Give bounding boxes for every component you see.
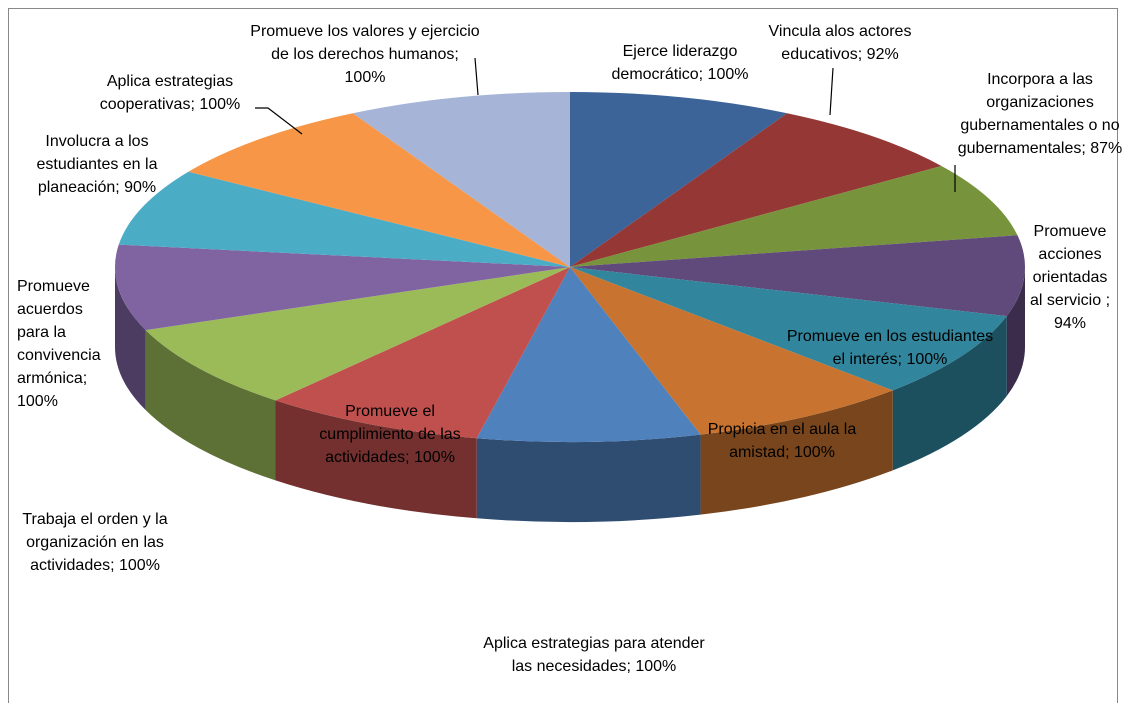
data-label: Promueve acuerdos para la convivencia ar… bbox=[17, 278, 101, 410]
slice bbox=[476, 267, 701, 442]
slice-side bbox=[145, 330, 276, 481]
slice bbox=[570, 92, 788, 267]
leader-line bbox=[255, 107, 303, 135]
data-label: Ejerce liderazgo democrático; 100% bbox=[611, 43, 749, 83]
leader-line bbox=[829, 67, 834, 116]
data-label: Promueve en los estudiantes el interés; … bbox=[786, 328, 994, 368]
leader-line bbox=[474, 57, 479, 96]
data-label: Promueve los valores y ejercicio de los … bbox=[250, 23, 480, 86]
sides bbox=[115, 267, 1025, 523]
slice bbox=[114, 244, 570, 331]
slice bbox=[570, 165, 1018, 267]
leader-lines bbox=[255, 57, 956, 192]
slice-side bbox=[1006, 267, 1025, 397]
data-label: Propicia en el aula la amistad; 100% bbox=[707, 421, 857, 461]
slice bbox=[118, 171, 571, 267]
data-label: Promueve acciones orientadas al servicio… bbox=[1029, 223, 1111, 332]
slice bbox=[275, 267, 570, 439]
slice-side bbox=[275, 400, 477, 519]
slice bbox=[570, 267, 1007, 391]
slice bbox=[188, 113, 570, 268]
slice-side bbox=[115, 267, 146, 411]
tops bbox=[114, 92, 1025, 442]
slice bbox=[352, 92, 570, 267]
slice bbox=[570, 235, 1025, 317]
slice-side bbox=[892, 316, 1007, 471]
data-label: Vincula alos actores educativos; 92% bbox=[768, 23, 912, 63]
slice-side bbox=[700, 390, 893, 515]
slice bbox=[570, 267, 893, 435]
data-label: Incorpora a las organizaciones gubername… bbox=[957, 71, 1123, 157]
data-label: Involucra a los estudiantes en la planea… bbox=[36, 133, 158, 196]
data-label: Aplica estrategias para atender las nece… bbox=[483, 635, 705, 675]
slice bbox=[145, 267, 570, 401]
data-label: Aplica estrategias cooperativas; 100% bbox=[99, 73, 241, 113]
data-label: Promueve el cumplimiento de las activida… bbox=[319, 403, 461, 466]
slice bbox=[570, 113, 942, 268]
data-label: Trabaja el orden y la organización en la… bbox=[22, 511, 168, 574]
slice-side bbox=[476, 434, 701, 523]
